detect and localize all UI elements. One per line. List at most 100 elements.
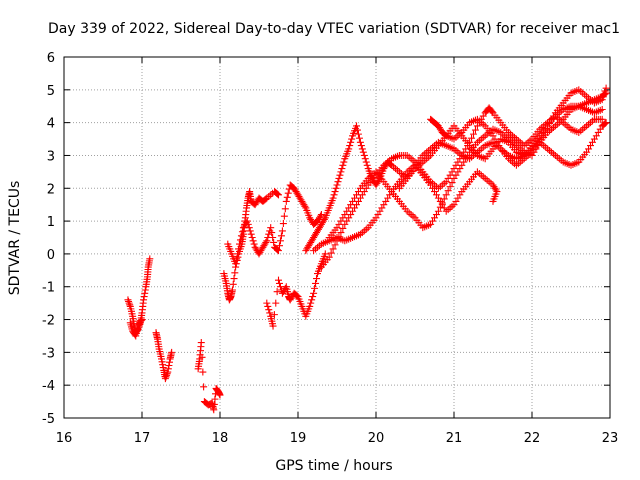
x-tick-label: 22 [524, 431, 541, 446]
data-point [216, 391, 224, 399]
series-mac1-f [224, 181, 325, 268]
data-point [277, 232, 285, 240]
y-tick-label: 4 [47, 117, 55, 132]
data-point [267, 224, 275, 232]
data-point [333, 181, 341, 189]
data-point [330, 191, 338, 199]
data-point [434, 207, 442, 215]
y-tick-label: 3 [47, 149, 55, 164]
data-point [234, 250, 242, 258]
data-point [357, 142, 365, 150]
data-point [236, 240, 243, 248]
data-point [347, 138, 355, 146]
data-point [339, 224, 347, 232]
y-axis-label: SDTVAR / TECUs [7, 181, 23, 296]
data-point [210, 400, 218, 408]
data-point [269, 322, 277, 330]
data-point [275, 242, 283, 250]
data-point [331, 241, 339, 249]
data-point [231, 269, 239, 277]
data-points [124, 84, 610, 414]
data-point [310, 289, 318, 297]
data-point [601, 119, 609, 127]
data-point [263, 299, 271, 307]
data-point [361, 155, 369, 163]
data-point [265, 230, 273, 238]
data-point [468, 134, 476, 142]
data-point [278, 227, 286, 235]
data-point [320, 215, 328, 223]
x-tick-label: 20 [368, 431, 385, 446]
data-point [165, 361, 173, 369]
data-point [199, 368, 207, 376]
data-point [245, 224, 253, 232]
data-point [163, 371, 171, 379]
data-point [327, 249, 335, 257]
data-point [266, 309, 274, 317]
series-mac1-l [427, 115, 610, 169]
y-tick-label: -4 [42, 379, 55, 394]
y-tick-label: 2 [47, 182, 55, 197]
data-point [230, 275, 238, 283]
data-point [233, 255, 241, 263]
plot-frame [63, 56, 611, 419]
data-point [280, 212, 288, 220]
data-point [282, 197, 290, 205]
data-point [359, 148, 367, 156]
data-point [263, 237, 271, 245]
data-point [275, 247, 282, 255]
data-point [301, 202, 309, 210]
data-point [268, 229, 276, 237]
data-point [331, 188, 339, 196]
data-point [321, 250, 329, 258]
data-point [316, 212, 324, 220]
data-point [337, 229, 345, 237]
data-point [243, 217, 251, 225]
data-point [141, 286, 149, 294]
data-point [333, 237, 341, 245]
data-point [336, 171, 344, 179]
data-point [200, 383, 208, 391]
data-point [228, 286, 236, 294]
data-point [309, 293, 317, 301]
data-point [283, 193, 291, 201]
series-mac1-e [220, 188, 282, 304]
data-point [332, 184, 340, 192]
data-point [274, 190, 282, 198]
data-point [602, 119, 610, 127]
data-point [264, 302, 272, 310]
data-point [448, 179, 456, 187]
data-point [440, 195, 448, 203]
data-point [339, 161, 347, 169]
series-mac1-m [395, 161, 501, 215]
data-point [232, 260, 240, 268]
data-point [276, 237, 284, 245]
data-point [442, 191, 450, 199]
data-point [211, 395, 219, 403]
data-point [274, 246, 282, 254]
data-point [168, 348, 176, 356]
x-tick-label: 19 [290, 431, 307, 446]
data-point [335, 174, 343, 182]
data-point [197, 339, 205, 347]
data-point [363, 161, 371, 169]
data-point [355, 134, 363, 142]
data-point [125, 297, 133, 305]
data-point [598, 106, 606, 114]
data-point [250, 240, 258, 248]
series-mac1-b [126, 316, 146, 340]
data-point [284, 189, 292, 197]
data-point [337, 168, 345, 176]
data-point [276, 283, 284, 291]
data-point [325, 253, 333, 261]
data-point [236, 236, 244, 244]
data-point [279, 220, 287, 228]
data-point [470, 130, 477, 138]
data-point [312, 279, 320, 287]
data-point [249, 237, 257, 245]
data-point [237, 232, 245, 240]
data-point [362, 158, 370, 166]
data-point [131, 331, 139, 339]
data-point [275, 276, 282, 284]
